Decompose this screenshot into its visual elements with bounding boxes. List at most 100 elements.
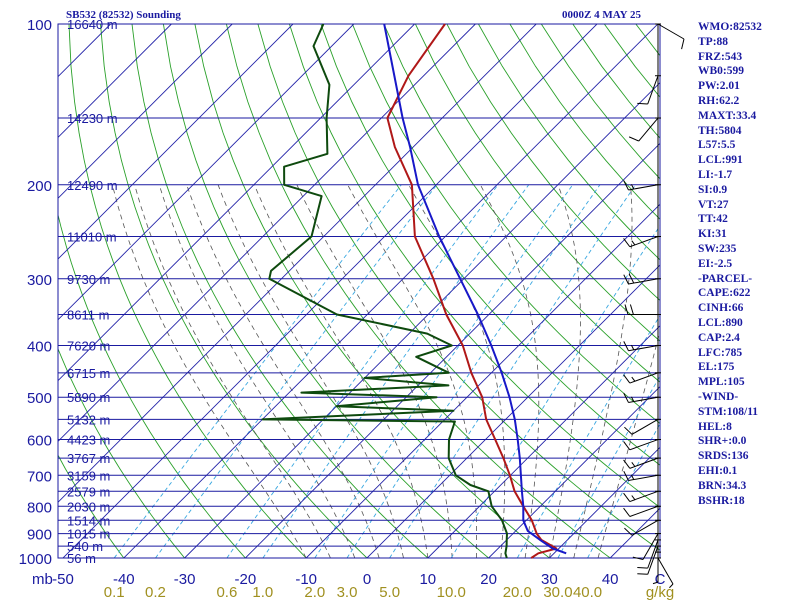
wind-barb <box>655 23 685 50</box>
mixing-ratio-label: 30.0 <box>543 584 572 600</box>
height-label: 540 m <box>67 539 103 554</box>
temperature-tick-label: 20 <box>480 571 497 588</box>
wind-barb <box>624 418 661 435</box>
isotherm <box>184 81 660 558</box>
index-item: SHR+:0.0 <box>698 435 747 448</box>
pressure-tick-label: 400 <box>27 339 52 356</box>
station-title: SB532 (82532) Sounding <box>66 9 181 21</box>
index-item: TP:88 <box>698 35 729 48</box>
mixing-ratio-line <box>587 422 660 558</box>
isotherm <box>549 446 660 558</box>
dry-adiabat <box>131 24 429 558</box>
mixing-ratio-label: g/kg <box>646 584 674 600</box>
wind-barb <box>628 117 661 142</box>
index-item: KI:31 <box>698 228 727 241</box>
pressure-tick-label: 700 <box>27 468 52 485</box>
index-item: WB0:599 <box>698 65 744 78</box>
height-label: 2030 m <box>67 499 110 514</box>
index-item: TT:42 <box>698 213 728 226</box>
pressure-tick-label: 200 <box>27 178 52 195</box>
isotherm <box>488 385 660 558</box>
dewpoint-trace <box>261 23 508 559</box>
height-label: 7620 m <box>67 339 110 354</box>
wind-barb <box>637 539 661 569</box>
mixing-ratio-line <box>262 184 530 558</box>
mixing-ratio-label: 40.0 <box>573 584 602 600</box>
mixing-ratio-label: 20.0 <box>503 584 532 600</box>
isotherm <box>427 325 660 558</box>
pressure-tick-label: 300 <box>27 272 52 289</box>
wind-barb <box>623 235 661 248</box>
index-item: EI:-2.5 <box>698 257 733 270</box>
index-item: TH:5804 <box>698 124 742 137</box>
temperature-tick-label: -50 <box>52 571 74 588</box>
wind-barb <box>623 470 661 481</box>
wind-barb <box>623 372 661 384</box>
mixing-ratio-line <box>450 224 660 558</box>
index-item: VT:27 <box>698 198 729 211</box>
index-item: STM:108/11 <box>698 405 759 418</box>
temperature-tick-label: -10 <box>295 571 317 588</box>
pressure-tick-label: 100 <box>27 17 52 34</box>
moist-adiabat <box>347 184 477 558</box>
temperature-trace <box>386 23 558 559</box>
height-label: 1015 m <box>67 527 110 542</box>
temperature-tick-label: C <box>655 571 666 588</box>
observation-time: 0000Z 4 MAY 25 <box>562 9 641 21</box>
temperature-tick-label: 30 <box>541 571 558 588</box>
wind-barb <box>623 392 661 403</box>
index-item: SW:235 <box>698 242 737 255</box>
parcel-trace <box>383 23 567 555</box>
index-item: -WIND- <box>698 390 739 403</box>
mixing-ratio-label: 10.0 <box>437 584 466 600</box>
index-item: LCL:991 <box>698 154 743 167</box>
isotherm <box>62 24 598 558</box>
index-item: LI:-1.7 <box>698 168 733 181</box>
isotherm <box>58 24 537 503</box>
index-item: LCL:890 <box>698 316 743 329</box>
index-item: WMO:82532 <box>698 21 762 33</box>
isotherm <box>245 142 660 558</box>
index-item: MAXT:33.4 <box>698 109 757 122</box>
moist-adiabat <box>296 184 453 558</box>
height-label: 9730 m <box>67 272 110 287</box>
index-item: BRN:34.3 <box>698 479 747 492</box>
isotherm <box>58 24 233 199</box>
index-item: EL:175 <box>698 361 735 374</box>
mixing-ratio-label: 2.0 <box>304 584 325 600</box>
isotherm <box>58 24 294 260</box>
dry-adiabat <box>572 24 660 139</box>
index-item: CAP:2.4 <box>698 331 740 344</box>
mixing-ratio-label: 5.0 <box>379 584 400 600</box>
index-item: CAPE:622 <box>698 287 751 300</box>
temperature-tick-label: -40 <box>113 571 135 588</box>
temperature-tick-label: -20 <box>235 571 257 588</box>
height-label: 1514 m <box>67 513 110 528</box>
index-item: CINH:66 <box>698 302 744 315</box>
moist-adiabat <box>480 184 540 558</box>
dry-adiabat <box>194 24 550 558</box>
height-label: 16640 m <box>67 17 118 32</box>
temperature-tick-label: 0 <box>363 571 371 588</box>
height-label: 6715 m <box>67 366 110 381</box>
pressure-tick-label: 800 <box>27 499 52 516</box>
moist-adiabat <box>111 184 307 558</box>
wind-barb <box>624 304 661 316</box>
plot-frame <box>57 23 661 559</box>
index-item: EHI:0.1 <box>698 464 738 477</box>
height-label: 5890 m <box>67 390 110 405</box>
index-item: FRZ:543 <box>698 50 743 63</box>
pressure-unit-label: mb <box>32 571 53 588</box>
temperature-tick-label: -30 <box>174 571 196 588</box>
index-item: RH:62.2 <box>698 94 740 107</box>
mixing-ratio-label: 0.1 <box>104 584 125 600</box>
height-label: 2579 m <box>67 484 110 499</box>
isotherm <box>366 264 660 558</box>
index-item: L57:5.5 <box>698 139 736 152</box>
index-item: MPL:105 <box>698 376 745 389</box>
index-item: PW:2.01 <box>698 80 740 93</box>
height-label: 8611 m <box>67 308 109 323</box>
indices-panel: WMO:82532 TP:88 FRZ:543 WB0:599 PW:2.01 RH:62… <box>698 20 762 508</box>
